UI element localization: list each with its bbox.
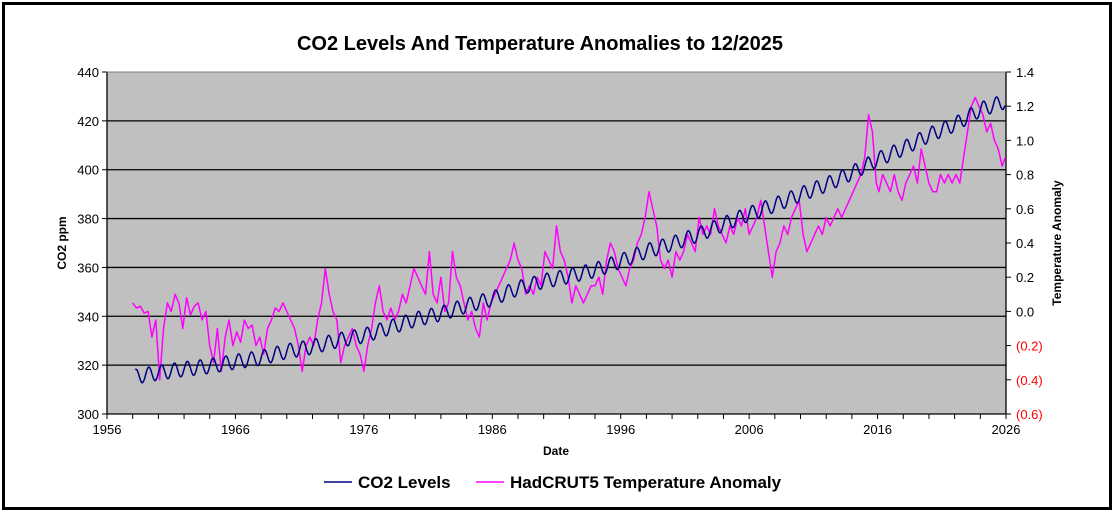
x-tick-label: 1966 [221,422,250,437]
legend-label-co2: CO2 Levels [358,473,451,492]
y2-tick-label: 1.4 [1016,65,1034,80]
y2-axis-label: Temperature Anomaly [1050,180,1064,306]
y-tick-label: 360 [77,260,99,275]
x-tick-label: 1986 [478,422,507,437]
y-tick-label: 300 [77,407,99,422]
y2-tick-label: (0.4) [1016,373,1043,388]
x-tick-label: 2016 [863,422,892,437]
x-tick-label: 1996 [606,422,635,437]
y2-tick-label: 0.6 [1016,202,1034,217]
y2-tick-label: 1.0 [1016,133,1034,148]
series-layer [132,96,1007,384]
y-tick-label: 420 [77,114,99,129]
y-tick-label: 320 [77,358,99,373]
plot-area [107,72,1006,414]
axes: 300 320 340 360 380 400 420 440 (0.6) (0.4) (0.2) 0… [77,65,1042,437]
x-axis-label: Date [543,444,569,458]
y-tick-label: 440 [77,65,99,80]
y2-tick-label: (0.6) [1016,407,1043,422]
legend-label-temperature: HadCRUT5 Temperature Anomaly [510,473,782,492]
y2-tick-label: 0.8 [1016,168,1034,183]
y2-tick-label: 1.2 [1016,99,1034,114]
x-tick-label: 2006 [735,422,764,437]
series-co2-levels-line [134,96,1006,384]
x-tick-label: 1956 [93,422,122,437]
y-tick-label: 380 [77,212,99,227]
y-axis-label: CO2 ppm [55,216,69,269]
y2-tick-label: 0.0 [1016,304,1034,319]
series-temperature-anomaly-line [132,96,1007,381]
x-tick-label: 2026 [992,422,1021,437]
y2-tick-label: 0.4 [1016,236,1034,251]
chart-title: CO2 Levels And Temperature Anomalies to … [297,33,783,55]
y2-tick-label: 0.2 [1016,270,1034,285]
y-tick-label: 400 [77,163,99,178]
y-tick-label: 340 [77,309,99,324]
gridlines [107,120,1006,366]
y2-tick-label: (0.2) [1016,339,1043,354]
x-tick-label: 1976 [349,422,378,437]
legend: CO2 Levels HadCRUT5 Temperature Anomaly [324,473,782,492]
